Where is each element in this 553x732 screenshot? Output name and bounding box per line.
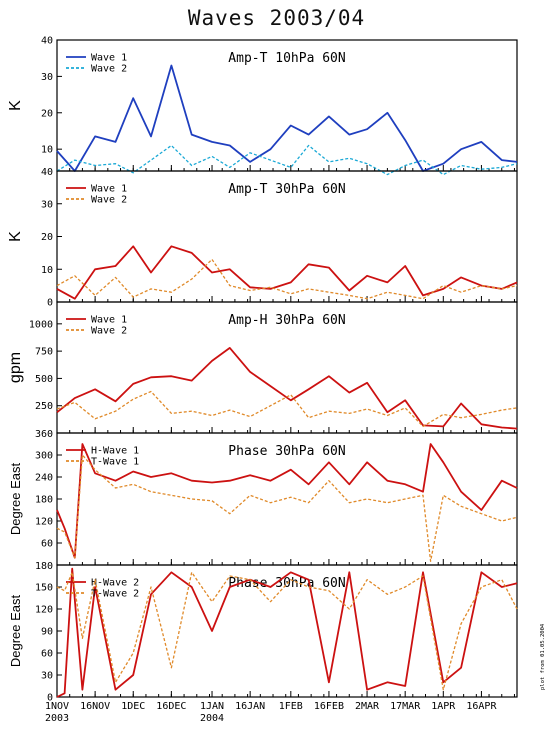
x-tick-label: 16DEC xyxy=(156,701,186,712)
panel-4-ytick-label: 300 xyxy=(35,451,53,462)
panel-1-ytick-label: 20 xyxy=(41,108,53,119)
panel-3-legend-label-2: Wave 2 xyxy=(91,326,127,337)
panel-1-ytick-label: 10 xyxy=(41,145,53,156)
panel-3-ytick-label: 500 xyxy=(35,374,53,385)
panel-2-legend-label-1: Wave 1 xyxy=(91,184,127,195)
x-tick-label: 17MAR xyxy=(390,701,421,712)
x-tick-label: 16NOV xyxy=(80,701,110,712)
panel-5-ytick-label: 90 xyxy=(41,627,53,638)
x-tick-label: 16FEB xyxy=(314,701,344,712)
panel-4-ylabel: Degree East xyxy=(8,462,23,535)
panel-3-ylabel: gpm xyxy=(7,352,24,383)
panel-3-series-1-line xyxy=(56,346,518,430)
panel-1-legend-label-1: Wave 1 xyxy=(91,53,127,64)
panel-4-series-1-line xyxy=(56,443,518,559)
panel-4-series-2-line xyxy=(56,454,518,562)
panel-4-ytick-label: 60 xyxy=(41,539,53,550)
panel-1-legend-label-2: Wave 2 xyxy=(91,64,127,75)
panel-1-series-2-line xyxy=(56,144,518,176)
panel-5-ytick-label: 0 xyxy=(47,693,53,704)
panel-4-legend-label-2: T-Wave 1 xyxy=(91,457,139,468)
panel-5-ytick-label: 150 xyxy=(35,583,53,594)
panel-4-ytick-label: 180 xyxy=(35,495,53,506)
x-tick-label: 1DEC xyxy=(121,701,145,712)
x-tick-label: 16JAN xyxy=(235,701,265,712)
x-tick-label: 1NOV xyxy=(45,701,69,712)
panel-2-legend-label-2: Wave 2 xyxy=(91,195,127,206)
panel-2-ylabel: K xyxy=(7,231,24,242)
panel-2-series-2-line xyxy=(56,258,518,300)
panel-3-legend-label-1: Wave 1 xyxy=(91,315,127,326)
panel-4-ytick-label: 240 xyxy=(35,473,53,484)
panel-3-title: Amp-H 30hPa 60N xyxy=(228,313,345,328)
panel-5-ylabel: Degree East xyxy=(8,594,23,667)
panel-5-legend-label-1: H-Wave 2 xyxy=(91,578,139,589)
x-tick-label: 1APR xyxy=(431,701,456,712)
panel-2-series-1-line xyxy=(56,245,518,300)
panel-2-ytick-label: 30 xyxy=(41,199,53,210)
panel-5-series-2-line xyxy=(56,571,518,691)
panel-4-ytick-label: 120 xyxy=(35,517,53,528)
panel-5-ytick-label: 60 xyxy=(41,649,53,660)
panel-4-title: Phase 30hPa 60N xyxy=(228,444,345,459)
panel-2-ytick-label: 10 xyxy=(41,265,53,276)
panel-1-series-1-line xyxy=(56,64,518,172)
panel-1-ylabel: K xyxy=(7,100,24,111)
x-year-label: 2004 xyxy=(200,713,224,724)
panel-5-series-1-line xyxy=(56,567,518,698)
panel-2-ytick-label: 0 xyxy=(47,298,53,309)
panel-1-ytick-label: 30 xyxy=(41,72,53,83)
figure-title: Waves 2003/04 xyxy=(187,6,366,30)
x-tick-label: 1FEB xyxy=(279,701,303,712)
x-tick-label: 16APR xyxy=(466,701,497,712)
panel-3-ytick-label: 750 xyxy=(35,347,53,358)
panel-5-ytick-label: 30 xyxy=(41,671,53,682)
x-year-label: 2003 xyxy=(45,713,69,724)
panel-1-title: Amp-T 10hPa 60N xyxy=(228,51,345,66)
x-tick-label: 2MAR xyxy=(355,701,380,712)
panel-5-top-label: 180 xyxy=(35,561,53,572)
panel-2-title: Amp-T 30hPa 60N xyxy=(228,182,345,197)
panel-5-ytick-label: 120 xyxy=(35,605,53,616)
panel-3-ytick-label: 1000 xyxy=(29,319,53,330)
panel-1-ytick-label: 40 xyxy=(41,36,53,47)
panel-3-ytick-label: 250 xyxy=(35,401,53,412)
panel-4-legend-label-1: H-Wave 1 xyxy=(91,446,139,457)
panel-5-legend-label-2: T-Wave 2 xyxy=(91,589,139,600)
panel-1-bottom-label: 40 xyxy=(41,167,53,178)
panel-2-ytick-label: 20 xyxy=(41,232,53,243)
x-tick-label: 1JAN xyxy=(200,701,224,712)
panel-4-top-label: 360 xyxy=(35,429,53,440)
